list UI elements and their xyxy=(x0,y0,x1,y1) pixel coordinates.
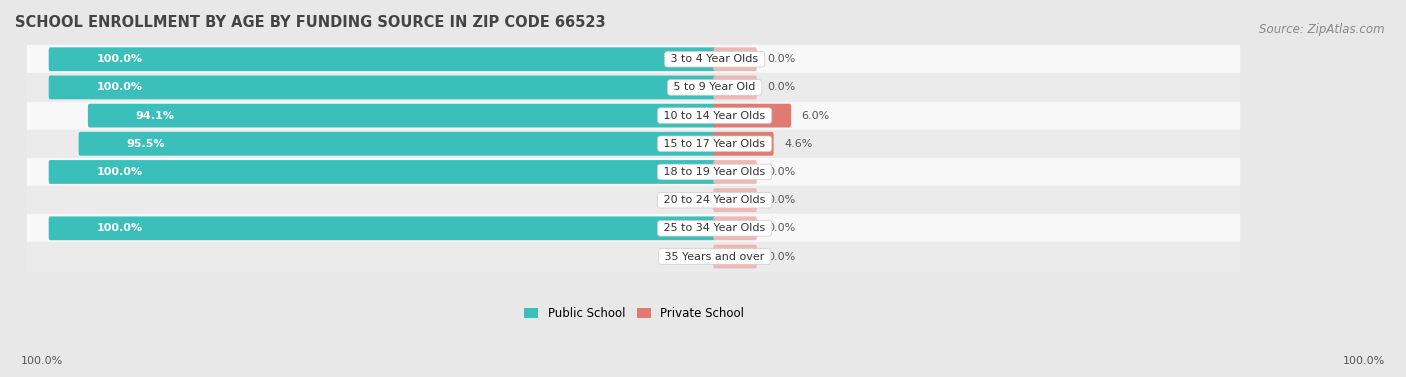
Text: 18 to 19 Year Olds: 18 to 19 Year Olds xyxy=(661,167,769,177)
FancyBboxPatch shape xyxy=(49,160,716,184)
Text: 10 to 14 Year Olds: 10 to 14 Year Olds xyxy=(661,110,769,121)
Text: 0.0%: 0.0% xyxy=(681,195,709,205)
Bar xyxy=(27,130,1240,158)
Text: 6.0%: 6.0% xyxy=(801,110,830,121)
Bar xyxy=(27,214,1240,242)
FancyBboxPatch shape xyxy=(713,75,756,99)
Text: 100.0%: 100.0% xyxy=(21,356,63,366)
FancyBboxPatch shape xyxy=(713,104,792,127)
FancyBboxPatch shape xyxy=(713,245,756,268)
Text: 25 to 34 Year Olds: 25 to 34 Year Olds xyxy=(661,223,769,233)
FancyBboxPatch shape xyxy=(713,188,756,212)
Bar xyxy=(27,242,1240,271)
Text: 15 to 17 Year Olds: 15 to 17 Year Olds xyxy=(661,139,769,149)
FancyBboxPatch shape xyxy=(79,132,716,156)
FancyBboxPatch shape xyxy=(713,132,773,156)
Bar xyxy=(27,45,1240,74)
FancyBboxPatch shape xyxy=(713,48,756,71)
FancyBboxPatch shape xyxy=(713,160,756,184)
Bar xyxy=(27,74,1240,101)
Text: 0.0%: 0.0% xyxy=(768,167,796,177)
Legend: Public School, Private School: Public School, Private School xyxy=(519,302,749,325)
Text: 35 Years and over: 35 Years and over xyxy=(661,251,768,262)
Text: 0.0%: 0.0% xyxy=(768,195,796,205)
Text: 20 to 24 Year Olds: 20 to 24 Year Olds xyxy=(661,195,769,205)
Text: 0.0%: 0.0% xyxy=(768,54,796,64)
Text: 4.6%: 4.6% xyxy=(785,139,813,149)
Text: 100.0%: 100.0% xyxy=(97,83,142,92)
Text: SCHOOL ENROLLMENT BY AGE BY FUNDING SOURCE IN ZIP CODE 66523: SCHOOL ENROLLMENT BY AGE BY FUNDING SOUR… xyxy=(15,15,606,30)
Text: 0.0%: 0.0% xyxy=(768,83,796,92)
Bar xyxy=(27,186,1240,214)
Bar xyxy=(27,158,1240,186)
Text: 0.0%: 0.0% xyxy=(768,223,796,233)
Text: 100.0%: 100.0% xyxy=(97,54,142,64)
Bar xyxy=(27,101,1240,130)
Text: 0.0%: 0.0% xyxy=(768,251,796,262)
FancyBboxPatch shape xyxy=(49,216,716,240)
Text: 100.0%: 100.0% xyxy=(97,223,142,233)
Text: 95.5%: 95.5% xyxy=(127,139,165,149)
Text: 0.0%: 0.0% xyxy=(681,251,709,262)
Text: Source: ZipAtlas.com: Source: ZipAtlas.com xyxy=(1260,23,1385,35)
Text: 94.1%: 94.1% xyxy=(136,110,174,121)
Text: 3 to 4 Year Olds: 3 to 4 Year Olds xyxy=(668,54,762,64)
FancyBboxPatch shape xyxy=(49,75,716,99)
FancyBboxPatch shape xyxy=(713,216,756,240)
Text: 100.0%: 100.0% xyxy=(97,167,142,177)
FancyBboxPatch shape xyxy=(89,104,716,127)
FancyBboxPatch shape xyxy=(49,48,716,71)
Text: 5 to 9 Year Old: 5 to 9 Year Old xyxy=(671,83,759,92)
Text: 100.0%: 100.0% xyxy=(1343,356,1385,366)
